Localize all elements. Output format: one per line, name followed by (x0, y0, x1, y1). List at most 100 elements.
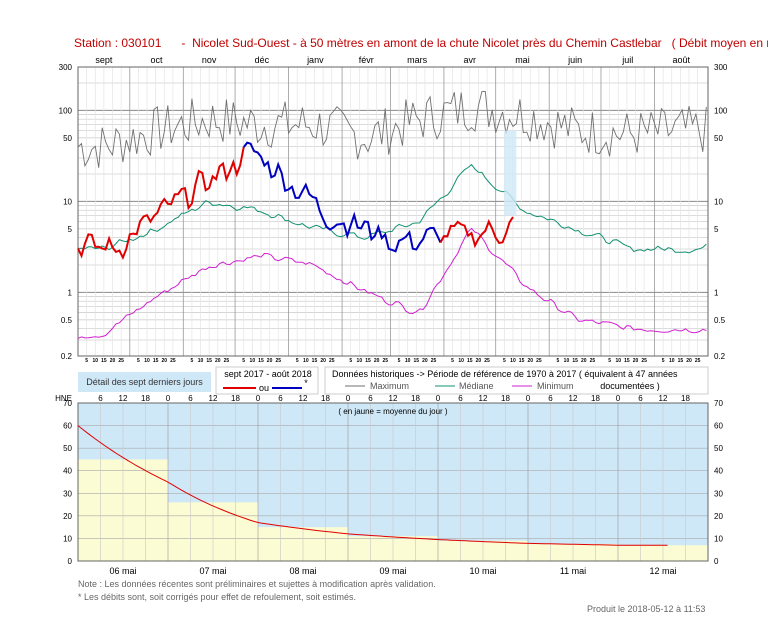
legend-median-label: Médiane (459, 381, 494, 391)
y-tick-label-left: 1 (68, 288, 73, 297)
y-tick-label-left: 5 (68, 225, 73, 234)
hour-tick-label: 12 (119, 394, 128, 403)
day-tick-label: 10 (458, 358, 464, 364)
day-label: 10 mai (469, 566, 496, 576)
day-tick-label: 5 (296, 358, 299, 364)
hour-tick-label: 12 (299, 394, 308, 403)
day-tick-label: 5 (451, 358, 454, 364)
legend-historical-label: Données historiques -> Période de référe… (332, 369, 678, 379)
y-tick-label-left: 10 (63, 197, 72, 206)
month-label: juil (621, 55, 633, 65)
last-week-highlight (504, 130, 517, 216)
top-plot-frame (77, 66, 709, 357)
hour-tick-label: 12 (209, 394, 218, 403)
day-label: 07 mai (199, 566, 226, 576)
legend-minimum-label: Minimum (537, 381, 574, 391)
day-tick-label: 25 (641, 358, 647, 364)
legend-detail-box: Détail des sept derniers jours (78, 372, 211, 392)
hour-tick-label: 0 (436, 394, 441, 403)
day-tick-label: 20 (633, 358, 639, 364)
bottom-y-tick-left: 50 (63, 444, 72, 453)
day-tick-label: 15 (624, 358, 630, 364)
bottom-y-tick-left: 60 (63, 422, 72, 431)
day-tick-label: 5 (85, 358, 88, 364)
month-label: déc (255, 55, 270, 65)
y-tick-label-right: 100 (714, 106, 728, 115)
daily-mean-note: ( en jaune = moyenne du jour ) (338, 407, 448, 416)
note-estimated: * Les débits sont, soit corrigés pour ef… (78, 592, 356, 602)
hour-tick-label: 18 (411, 394, 420, 403)
day-tick-label: 10 (510, 358, 516, 364)
y-tick-label-right: 1 (714, 288, 719, 297)
y-tick-label-right: 5 (714, 225, 719, 234)
footnotes: Note : Les données récentes sont prélimi… (78, 578, 436, 604)
y-tick-label-left: 50 (63, 134, 72, 143)
top-series (77, 91, 707, 339)
hour-tick-label: 6 (548, 394, 553, 403)
bottom-plot-frame (77, 402, 709, 562)
bottom-y-tick-right: 40 (714, 467, 723, 476)
day-tick-label: 25 (382, 358, 388, 364)
day-label: 12 mai (649, 566, 676, 576)
flow-curve-line (77, 425, 668, 546)
y-tick-label-right: 300 (714, 63, 728, 72)
month-label: août (672, 55, 690, 65)
hour-tick-label: 12 (479, 394, 488, 403)
day-tick-label: 20 (320, 358, 326, 364)
hour-tick-label: 18 (231, 394, 240, 403)
hour-tick-label: 6 (98, 394, 103, 403)
series-current-line (439, 216, 514, 249)
y-tick-label-left: 300 (59, 63, 73, 72)
month-label: févr (359, 55, 374, 65)
day-tick-label: 10 (303, 358, 309, 364)
legend-historical-label-2: documentées ) (600, 381, 660, 391)
day-label: 06 mai (109, 566, 136, 576)
day-tick-label: 25 (536, 358, 542, 364)
legend-historical-box (324, 366, 709, 395)
legend-star-label: * (304, 378, 308, 388)
hour-tick-label: 0 (526, 394, 531, 403)
day-tick-label: 25 (431, 358, 437, 364)
y-tick-label-right: 0.2 (714, 352, 726, 361)
bottom-chart: HNE 6 12 18 0 6 12 18 0 6 12 18 0 6 12 18 0 6 12 18 0 6 12 18 0 6… (55, 394, 723, 576)
day-tick-label: 5 (137, 358, 140, 364)
hour-tick-label: 12 (569, 394, 578, 403)
produced-timestamp: Produit le 2018-05-12 à 11:53 (587, 604, 706, 614)
hour-tick-label: 0 (256, 394, 261, 403)
y-tick-label-left: 0.5 (61, 316, 73, 325)
hour-tick-label: 18 (681, 394, 690, 403)
hour-tick-label: 12 (389, 394, 398, 403)
legend-or-label: ou (259, 383, 269, 393)
legend: sept 2017 - août 2018 ou * Données historiq… (215, 366, 709, 395)
bottom-y-tick-left: 70 (63, 399, 72, 408)
series-median-line (77, 163, 707, 254)
bottom-y-tick-right: 70 (714, 399, 723, 408)
day-tick-label: 20 (110, 358, 116, 364)
legend-maximum-label: Maximum (370, 381, 409, 391)
hour-tick-label: 18 (321, 394, 330, 403)
day-tick-label: 10 (615, 358, 621, 364)
day-tick-label: 5 (503, 358, 506, 364)
hour-tick-label: 12 (659, 394, 668, 403)
bottom-y-tick-right: 30 (714, 489, 723, 498)
day-tick-label: 20 (215, 358, 221, 364)
hour-tick-label: 6 (458, 394, 463, 403)
bottom-y-tick-left: 0 (68, 557, 73, 566)
month-label: oct (151, 55, 164, 65)
chart-title: Station : 030101 - Nicolet Sud-Ouest - à… (74, 36, 768, 50)
month-label: mai (515, 55, 530, 65)
day-tick-label: 25 (224, 358, 230, 364)
day-tick-label: 20 (581, 358, 587, 364)
day-tick-label: 15 (365, 358, 371, 364)
day-tick-label: 5 (191, 358, 194, 364)
day-label: 09 mai (379, 566, 406, 576)
day-tick-label: 15 (312, 358, 318, 364)
bottom-y-tick-left: 20 (63, 512, 72, 521)
series-current-line (77, 146, 245, 261)
series-maximum-line (77, 91, 707, 168)
y-tick-label-left: 100 (59, 106, 73, 115)
bottom-y-tick-right: 50 (714, 444, 723, 453)
bottom-y-tick-left: 10 (63, 534, 72, 543)
legend-period-label: sept 2017 - août 2018 (224, 369, 312, 379)
day-tick-label: 5 (662, 358, 665, 364)
